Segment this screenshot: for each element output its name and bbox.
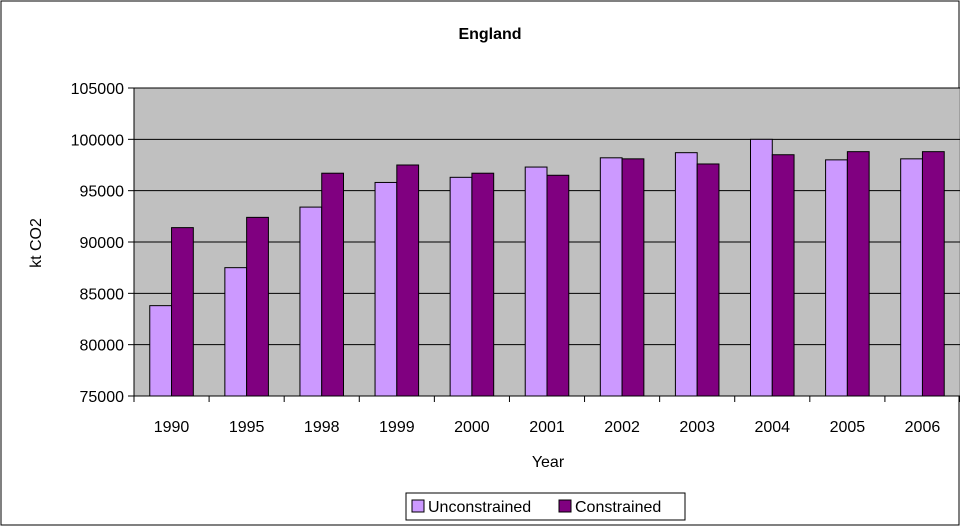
bar-constrained-2003 bbox=[696, 163, 720, 397]
bar-unconstrained-1999 bbox=[374, 181, 398, 397]
chart-title: England bbox=[458, 26, 521, 43]
y-axis-title: kt CO2 bbox=[28, 218, 45, 268]
legend: Unconstrained Constrained bbox=[405, 492, 686, 521]
bar-unconstrained-2001 bbox=[524, 166, 548, 397]
x-tick-label: 2006 bbox=[905, 419, 941, 436]
x-axis-title: Year bbox=[532, 454, 565, 471]
bar-unconstrained-2003 bbox=[674, 152, 698, 397]
bar-constrained-2005 bbox=[846, 151, 870, 397]
bar-constrained-2006 bbox=[921, 151, 945, 397]
bar-unconstrained-2006 bbox=[900, 158, 923, 397]
bar-unconstrained-2005 bbox=[825, 159, 848, 397]
legend-box bbox=[405, 492, 686, 521]
bar-constrained-1999 bbox=[396, 164, 420, 397]
bar-constrained-1995 bbox=[246, 216, 269, 397]
y-tick-label: 90000 bbox=[80, 235, 125, 252]
bar-constrained-2000 bbox=[471, 172, 495, 397]
bar-constrained-2004 bbox=[771, 154, 795, 397]
y-tick-label: 95000 bbox=[80, 184, 125, 201]
legend-swatch-constrained bbox=[558, 499, 572, 513]
x-tick-label: 2003 bbox=[679, 419, 715, 436]
x-tick-label: 1999 bbox=[379, 419, 415, 436]
bar-unconstrained-1995 bbox=[224, 267, 248, 397]
legend-label-constrained: Constrained bbox=[575, 499, 661, 516]
bar-unconstrained-2000 bbox=[449, 176, 473, 397]
bar-constrained-2002 bbox=[621, 158, 645, 397]
bar-constrained-1998 bbox=[321, 172, 345, 397]
bar-unconstrained-2002 bbox=[599, 157, 623, 397]
x-tick-label: 2005 bbox=[830, 419, 866, 436]
y-tick-label: 75000 bbox=[80, 389, 125, 406]
y-tick-label: 100000 bbox=[71, 132, 124, 149]
x-tick-label: 2004 bbox=[754, 419, 790, 436]
x-tick-label: 1998 bbox=[304, 419, 340, 436]
bar-constrained-1990 bbox=[171, 227, 194, 397]
x-tick-label: 1990 bbox=[154, 419, 190, 436]
x-tick-label: 2000 bbox=[454, 419, 490, 436]
bar-unconstrained-2004 bbox=[749, 138, 773, 397]
x-tick-label: 1995 bbox=[229, 419, 265, 436]
legend-swatch-unconstrained bbox=[411, 499, 425, 513]
x-tick-label: 2001 bbox=[529, 419, 565, 436]
x-tick-label: 2002 bbox=[604, 419, 640, 436]
bar-constrained-2001 bbox=[546, 174, 570, 397]
y-axis: 75000 80000 85000 90000 95000 100000 105000 bbox=[71, 81, 135, 406]
x-axis: 1990 1995 1998 1999 2000 2001 2002 2003 2004 2005… bbox=[133, 395, 960, 436]
legend-label-unconstrained: Unconstrained bbox=[428, 499, 531, 516]
y-tick-label: 80000 bbox=[80, 338, 125, 355]
bar-unconstrained-1998 bbox=[299, 206, 323, 397]
bars bbox=[149, 138, 945, 397]
y-tick-label: 85000 bbox=[80, 286, 125, 303]
y-tick-label: 105000 bbox=[71, 81, 124, 98]
bar-unconstrained-1990 bbox=[149, 305, 173, 397]
